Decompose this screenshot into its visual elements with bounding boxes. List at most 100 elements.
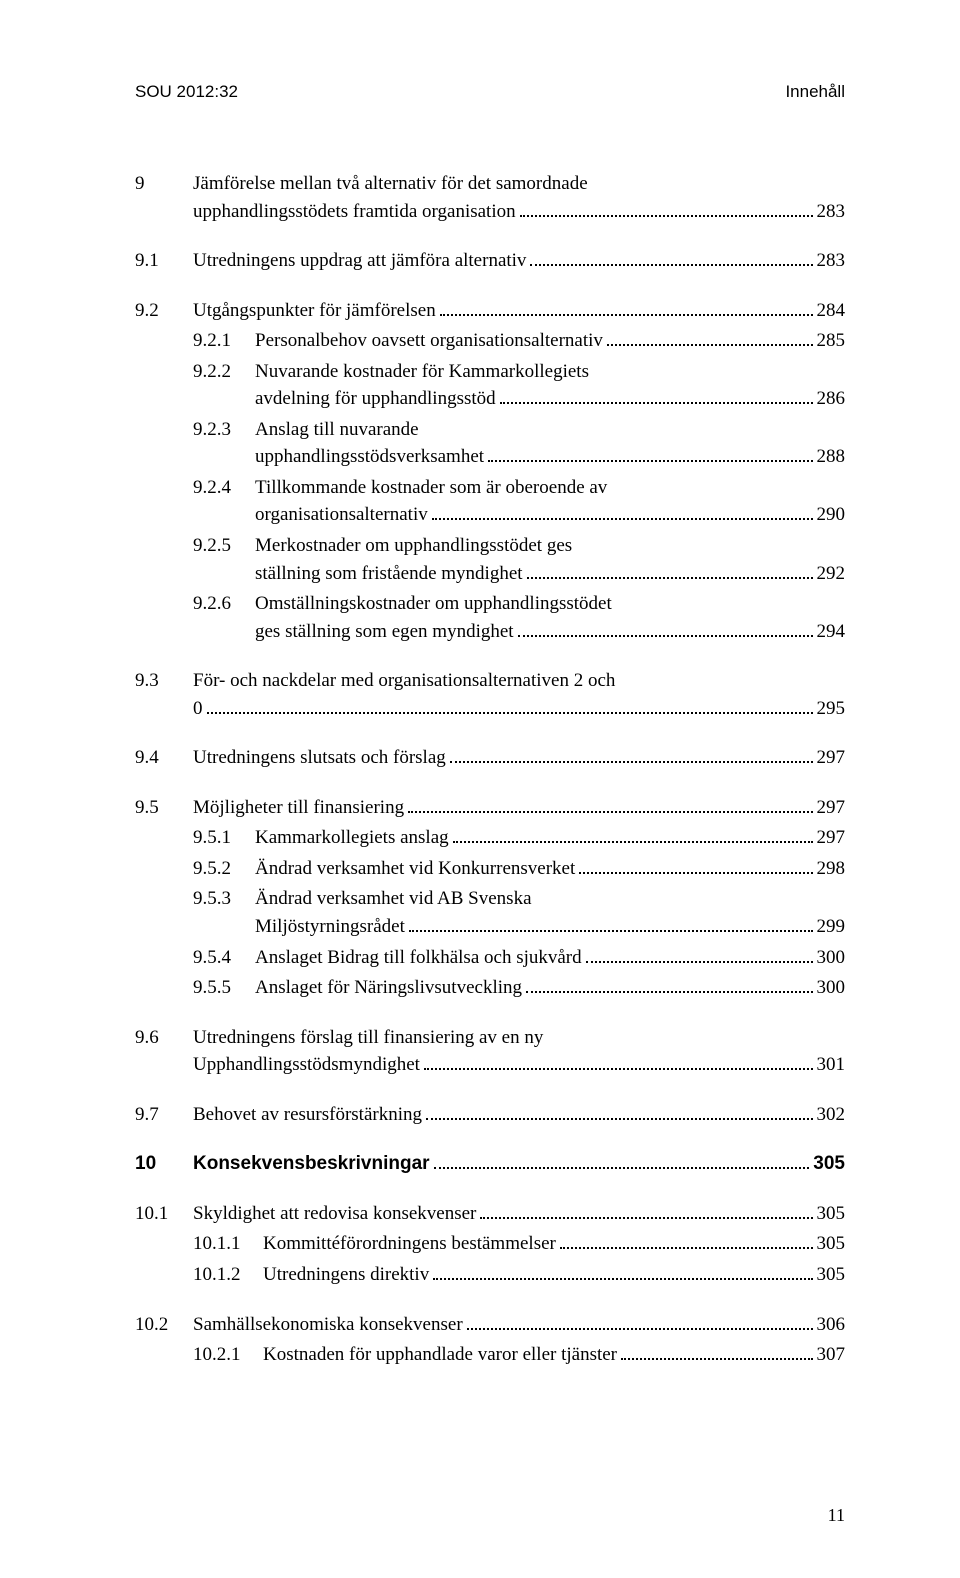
toc-leader-dots bbox=[488, 460, 812, 462]
toc-number: 9.5 bbox=[135, 794, 193, 822]
toc-leader-dots bbox=[433, 1278, 812, 1280]
toc-text: Kammarkollegiets anslag bbox=[255, 824, 449, 852]
toc-entry: 9.2Utgångspunkter för jämförelsen 284 bbox=[135, 297, 845, 325]
toc-page: 297 bbox=[817, 824, 846, 852]
toc-page: 283 bbox=[817, 198, 846, 226]
toc-entry: 9Jämförelse mellan två alternativ för de… bbox=[135, 170, 845, 225]
toc-leader-dots bbox=[526, 991, 812, 993]
toc-page: 302 bbox=[817, 1101, 846, 1129]
toc-number: 10.1.1 bbox=[193, 1230, 263, 1258]
toc-page: 305 bbox=[817, 1230, 846, 1258]
toc-page: 297 bbox=[817, 794, 846, 822]
toc-entry: 9.2.5Merkostnader om upphandlingsstödet … bbox=[135, 532, 845, 587]
toc-number: 9.4 bbox=[135, 744, 193, 772]
toc-leader-dots bbox=[409, 930, 813, 932]
toc-page: 300 bbox=[817, 974, 846, 1002]
toc-text: Samhällsekonomiska konsekvenser bbox=[193, 1311, 463, 1339]
toc-page: 298 bbox=[817, 855, 846, 883]
toc-page: 290 bbox=[817, 501, 846, 529]
toc-page: 294 bbox=[817, 618, 846, 646]
toc-entry: 10.1.2Utredningens direktiv 305 bbox=[135, 1261, 845, 1289]
toc-number: 9.2.1 bbox=[193, 327, 255, 355]
toc-entry: 9.5.2Ändrad verksamhet vid Konkurrensver… bbox=[135, 855, 845, 883]
toc-leader-dots bbox=[408, 811, 812, 813]
toc-page: 306 bbox=[817, 1311, 846, 1339]
toc-page: 300 bbox=[817, 944, 846, 972]
toc-leader-dots bbox=[560, 1247, 813, 1249]
toc-text: upphandlingsstödets framtida organisatio… bbox=[193, 198, 516, 226]
toc-entry: 9.5.1Kammarkollegiets anslag 297 bbox=[135, 824, 845, 852]
toc-entry: 10.1Skyldighet att redovisa konsekvenser… bbox=[135, 1200, 845, 1228]
toc-text: Merkostnader om upphandlingsstödet ges bbox=[255, 532, 572, 560]
toc-text: Utredningens direktiv bbox=[263, 1261, 429, 1289]
toc-entry: 9.2.6Omställningskostnader om upphandlin… bbox=[135, 590, 845, 645]
toc-text: Anslag till nuvarande bbox=[255, 416, 419, 444]
toc-page: 305 bbox=[817, 1261, 846, 1289]
toc-text: Kommittéförordningens bestämmelser bbox=[263, 1230, 556, 1258]
toc-text: organisationsalternativ bbox=[255, 501, 428, 529]
toc-text: Behovet av resursförstärkning bbox=[193, 1101, 422, 1129]
table-of-contents: 9Jämförelse mellan två alternativ för de… bbox=[135, 170, 845, 1369]
toc-entry: 10Konsekvensbeskrivningar305 bbox=[135, 1150, 845, 1178]
toc-entry: 9.2.3Anslag till nuvarandeupphandlingsst… bbox=[135, 416, 845, 471]
toc-text: Utredningens uppdrag att jämföra alterna… bbox=[193, 247, 526, 275]
toc-text: Tillkommande kostnader som är oberoende … bbox=[255, 474, 607, 502]
toc-text: ställning som fristående myndighet bbox=[255, 560, 523, 588]
page-header: SOU 2012:32 Innehåll bbox=[135, 82, 845, 102]
toc-number: 9.2.2 bbox=[193, 358, 255, 386]
toc-text: Ändrad verksamhet vid AB Svenska bbox=[255, 885, 532, 913]
toc-page: 288 bbox=[817, 443, 846, 471]
toc-text: För- och nackdelar med organisationsalte… bbox=[193, 667, 615, 695]
toc-leader-dots bbox=[434, 1167, 810, 1169]
toc-text: Anslaget Bidrag till folkhälsa och sjukv… bbox=[255, 944, 582, 972]
toc-entry: 10.2.1Kostnaden för upphandlade varor el… bbox=[135, 1341, 845, 1369]
toc-text: Utgångspunkter för jämförelsen bbox=[193, 297, 436, 325]
toc-entry: 9.6Utredningens förslag till finansierin… bbox=[135, 1024, 845, 1079]
toc-number: 9.5.1 bbox=[193, 824, 255, 852]
toc-leader-dots bbox=[450, 761, 813, 763]
toc-number: 9.6 bbox=[135, 1024, 193, 1052]
toc-number: 9.2.4 bbox=[193, 474, 255, 502]
toc-page: 299 bbox=[817, 913, 846, 941]
toc-leader-dots bbox=[440, 314, 813, 316]
toc-number: 9 bbox=[135, 170, 193, 198]
toc-leader-dots bbox=[426, 1118, 813, 1120]
toc-leader-dots bbox=[480, 1217, 812, 1219]
header-right: Innehåll bbox=[785, 82, 845, 102]
toc-page: 295 bbox=[817, 695, 846, 723]
toc-text: Upphandlingsstödsmyndighet bbox=[193, 1051, 420, 1079]
toc-number: 9.2.3 bbox=[193, 416, 255, 444]
toc-entry: 9.3För- och nackdelar med organisationsa… bbox=[135, 667, 845, 722]
toc-leader-dots bbox=[518, 635, 813, 637]
toc-text: Omställningskostnader om upphandlingsstö… bbox=[255, 590, 612, 618]
page-number: 11 bbox=[828, 1505, 845, 1526]
toc-entry: 9.2.1Personalbehov oavsett organisations… bbox=[135, 327, 845, 355]
toc-text: Anslaget för Näringslivsutveckling bbox=[255, 974, 522, 1002]
toc-entry: 9.4Utredningens slutsats och förslag297 bbox=[135, 744, 845, 772]
toc-page: 284 bbox=[817, 297, 846, 325]
toc-number: 10.1.2 bbox=[193, 1261, 263, 1289]
toc-page: 286 bbox=[817, 385, 846, 413]
toc-text: upphandlingsstödsverksamhet bbox=[255, 443, 484, 471]
toc-text: Utredningens förslag till finansiering a… bbox=[193, 1024, 543, 1052]
toc-number: 9.2.5 bbox=[193, 532, 255, 560]
toc-page: 301 bbox=[817, 1051, 846, 1079]
toc-leader-dots bbox=[530, 264, 812, 266]
toc-text: avdelning för upphandlingsstöd bbox=[255, 385, 496, 413]
toc-leader-dots bbox=[207, 712, 813, 714]
toc-leader-dots bbox=[621, 1358, 812, 1360]
toc-number: 9.7 bbox=[135, 1101, 193, 1129]
toc-number: 9.2 bbox=[135, 297, 193, 325]
toc-number: 9.5.2 bbox=[193, 855, 255, 883]
toc-entry: 9.5Möjligheter till finansiering 297 bbox=[135, 794, 845, 822]
toc-entry: 10.1.1Kommittéförordningens bestämmelser… bbox=[135, 1230, 845, 1258]
toc-text: Nuvarande kostnader för Kammarkollegiets bbox=[255, 358, 589, 386]
toc-number: 9.1 bbox=[135, 247, 193, 275]
toc-text: 0 bbox=[193, 695, 203, 723]
toc-number: 10.1 bbox=[135, 1200, 193, 1228]
toc-leader-dots bbox=[586, 961, 813, 963]
toc-leader-dots bbox=[424, 1068, 813, 1070]
toc-text: Kostnaden för upphandlade varor eller tj… bbox=[263, 1341, 617, 1369]
toc-entry: 9.2.4Tillkommande kostnader som är obero… bbox=[135, 474, 845, 529]
toc-text: Möjligheter till finansiering bbox=[193, 794, 404, 822]
